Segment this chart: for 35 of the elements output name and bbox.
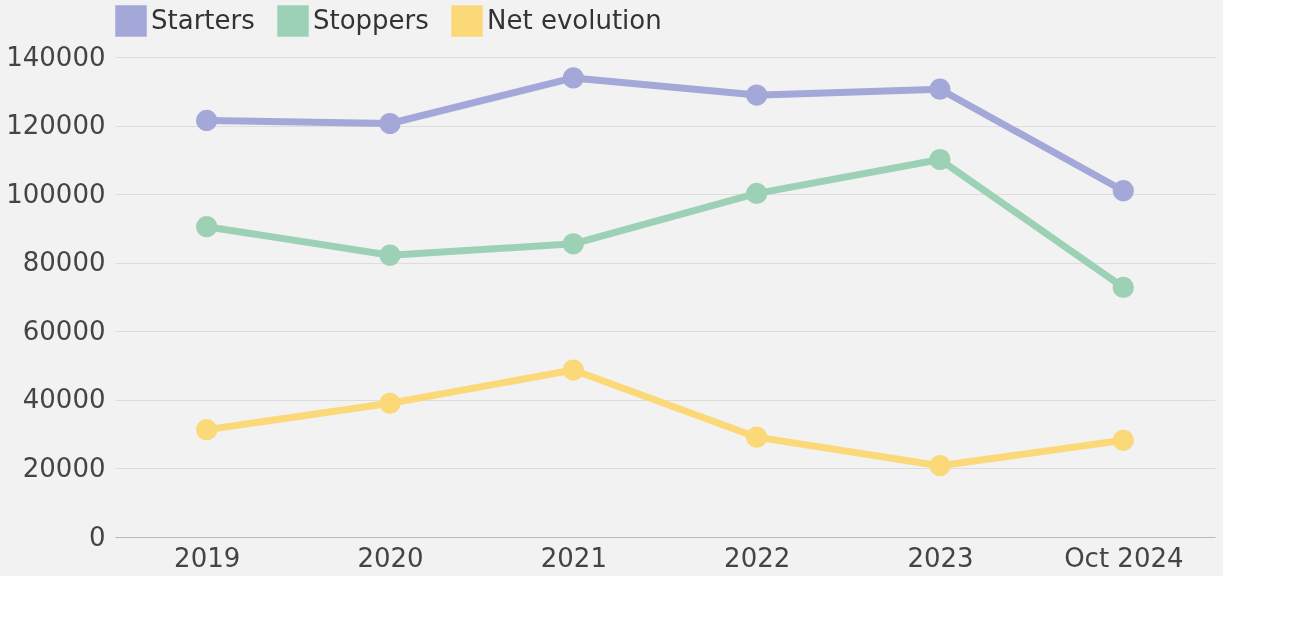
y-tick-label: 120000 [6, 110, 106, 141]
x-tick-label: 2022 [724, 542, 791, 573]
point [196, 216, 218, 238]
point [379, 392, 401, 414]
x-tick-label: 2020 [357, 542, 424, 573]
y-tick-label: 140000 [6, 41, 106, 72]
point [196, 109, 218, 132]
x-tick-label: 2019 [174, 542, 241, 573]
point [562, 67, 584, 89]
y-tick-label: 80000 [22, 247, 106, 278]
point [562, 233, 584, 255]
legend-label: Stoppers [313, 5, 429, 35]
x-tick-label: 2021 [540, 542, 607, 573]
point [196, 419, 218, 441]
point [379, 112, 401, 135]
point [746, 182, 768, 205]
point [562, 359, 584, 381]
point [929, 148, 951, 171]
point [929, 78, 951, 100]
point [1112, 180, 1134, 202]
legend-label: Starters [151, 5, 255, 35]
point [1112, 429, 1134, 451]
point [746, 84, 768, 106]
legend-label: Net evolution [487, 5, 662, 35]
y-tick-label: 20000 [22, 452, 106, 483]
x-tick-label: 2023 [907, 542, 974, 573]
point [1112, 276, 1134, 298]
point [746, 426, 768, 448]
y-tick-label: 0 [88, 521, 106, 552]
point [379, 244, 401, 266]
y-tick-label: 100000 [6, 178, 106, 209]
x-tick-label: Oct 2024 [1064, 542, 1184, 573]
y-tick-label: 40000 [22, 384, 106, 415]
y-tick-label: 60000 [22, 315, 106, 346]
point [929, 455, 951, 477]
